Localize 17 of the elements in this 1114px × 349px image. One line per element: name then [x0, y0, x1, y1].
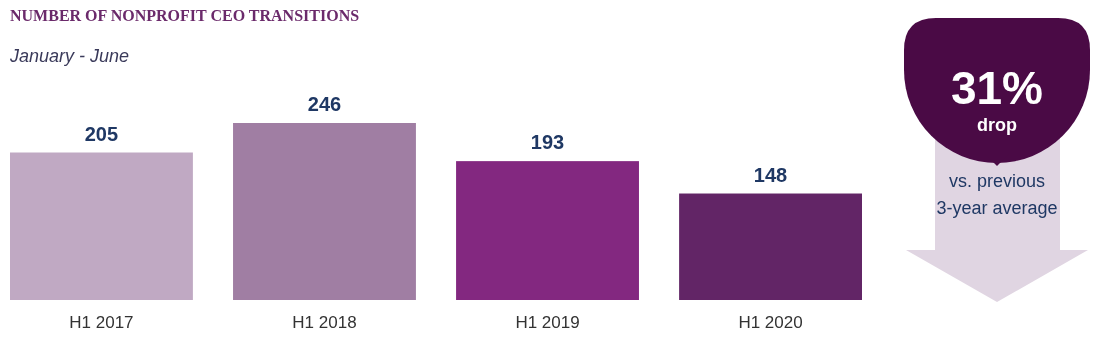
text: 31%: [950, 62, 1044, 114]
data-label: 205: [84, 122, 119, 145]
x-tick-label: H1 2017: [69, 313, 134, 332]
x-tick-label: H1 2018: [292, 313, 357, 332]
bar: [679, 193, 862, 300]
chart-title: NUMBER OF NONPROFIT CEO TRANSITIONS: [10, 7, 360, 24]
x-tick-label: H1 2020: [738, 313, 803, 332]
x-tick-label: H1 2019: [515, 313, 580, 332]
data-label: 148: [753, 163, 788, 186]
data-label: 246: [307, 93, 342, 115]
bar: [233, 123, 416, 300]
text: vs. previous 3-year average: [936, 171, 1058, 218]
data-label: 193: [530, 131, 565, 154]
bar: [456, 161, 639, 300]
chart-subtitle: January - June: [9, 46, 130, 66]
text: drop: [977, 115, 1017, 135]
bar: [10, 152, 193, 300]
